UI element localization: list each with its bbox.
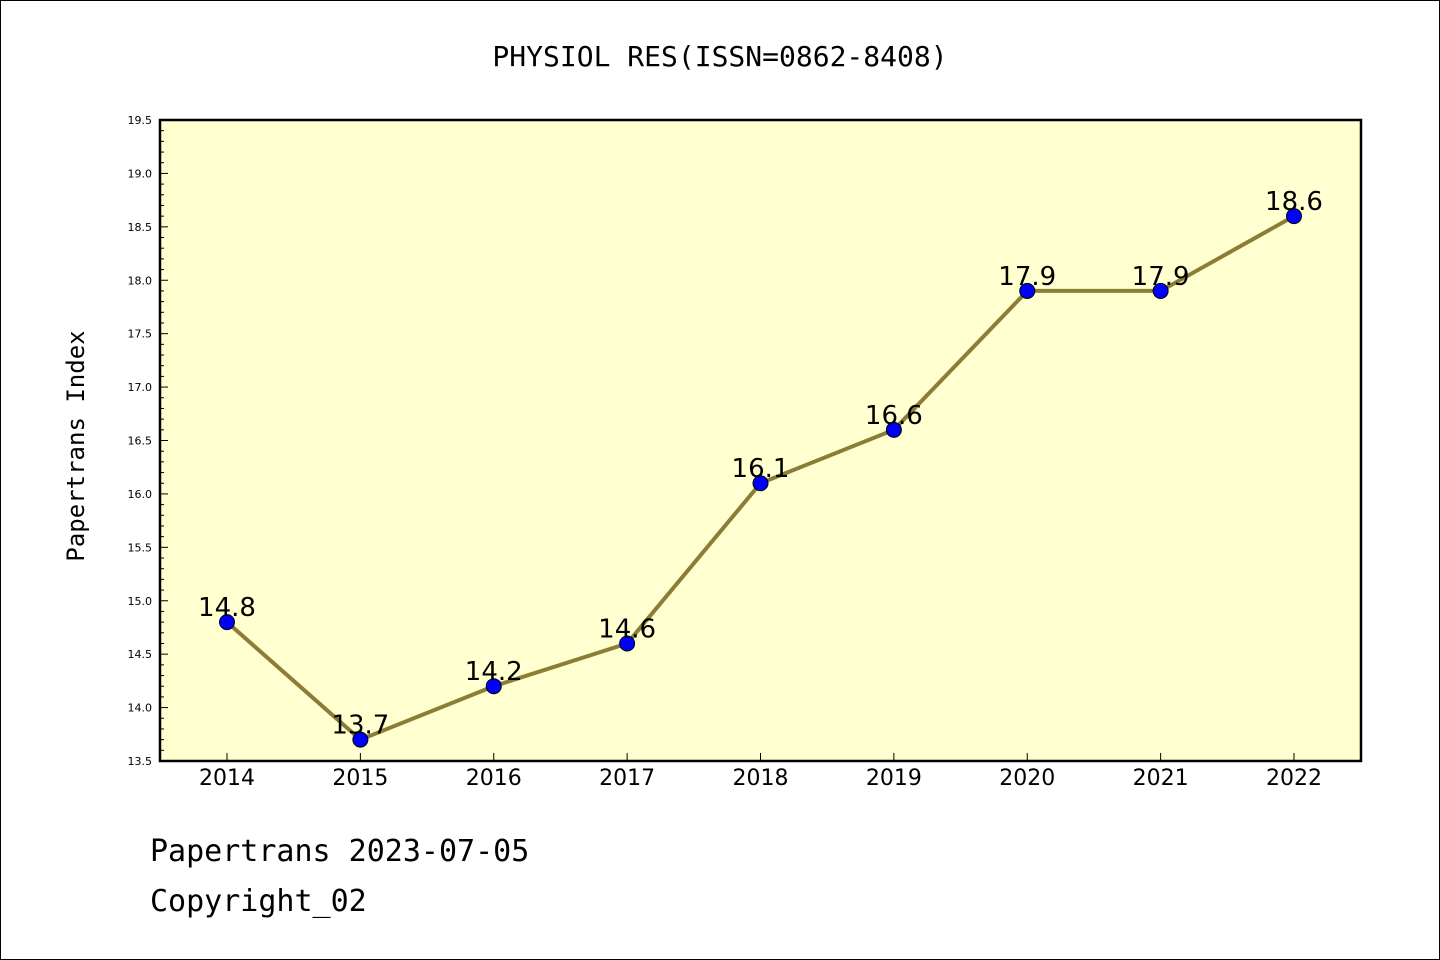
y-tick-label: 14.0 xyxy=(128,702,153,715)
x-tick-label: 2015 xyxy=(332,766,388,791)
y-tick-label: 15.0 xyxy=(128,595,153,608)
data-point xyxy=(485,678,502,695)
data-point xyxy=(885,421,902,438)
data-label: 13.7 xyxy=(331,711,389,741)
y-tick-label: 15.5 xyxy=(128,541,153,554)
x-tick-label: 2021 xyxy=(1133,766,1189,791)
footer-date: Papertrans 2023-07-05 xyxy=(150,834,530,869)
data-point xyxy=(1286,208,1302,225)
data-label: 14.8 xyxy=(198,593,256,623)
y-tick-label: 17.5 xyxy=(128,328,153,341)
data-label: 18.6 xyxy=(1265,187,1323,217)
plot-area xyxy=(158,118,1363,763)
x-tick-label: 2016 xyxy=(466,766,522,791)
x-axis: 2014 2015 2016 2017 2018 2019 2020 2021 2022 xyxy=(199,753,1322,791)
data-point xyxy=(219,614,235,631)
y-tick-label: 18.0 xyxy=(128,274,153,287)
data-label: 17.9 xyxy=(1132,262,1190,292)
x-tick-label: 2018 xyxy=(733,766,789,791)
y-tick-label: 14.5 xyxy=(128,648,153,661)
data-label: 14.2 xyxy=(465,657,523,687)
chart-title: PHYSIOL RES(ISSN=0862-8408) xyxy=(492,40,947,73)
x-tick-label: 2019 xyxy=(866,766,922,791)
y-tick-label: 18.5 xyxy=(128,221,153,234)
data-point xyxy=(619,635,636,652)
x-tick-label: 2020 xyxy=(999,766,1055,791)
data-label: 14.6 xyxy=(598,614,656,644)
x-tick-label: 2017 xyxy=(599,766,655,791)
data-point xyxy=(1152,282,1169,299)
y-tick-label: 16.5 xyxy=(128,435,153,448)
data-label: 16.1 xyxy=(732,454,790,484)
y-axis-label: Papertrans Index xyxy=(62,330,90,561)
y-tick-label: 16.0 xyxy=(128,488,153,501)
data-label: 16.6 xyxy=(865,401,923,431)
data-point xyxy=(1019,282,1036,299)
data-label: 17.9 xyxy=(998,262,1056,292)
y-tick-label: 13.5 xyxy=(128,755,153,768)
footer-copyright: Copyright_02 xyxy=(150,884,367,919)
data-point xyxy=(352,731,369,748)
y-tick-label: 19.0 xyxy=(128,167,153,180)
x-tick-label: 2014 xyxy=(199,766,255,791)
data-point xyxy=(752,475,769,492)
y-tick-label: 17.0 xyxy=(128,381,153,394)
y-axis: 13.5 14.0 14.5 15.0 15.5 16.0 16.5 17.0 17.5 18.0… xyxy=(128,114,168,768)
y-tick-label: 19.5 xyxy=(128,114,153,127)
series-line-group: 14.8 13.7 14.2 14.6 16.1 16.6 17.9 17.9 18.6 xyxy=(198,187,1323,748)
x-tick-label: 2022 xyxy=(1266,766,1322,791)
